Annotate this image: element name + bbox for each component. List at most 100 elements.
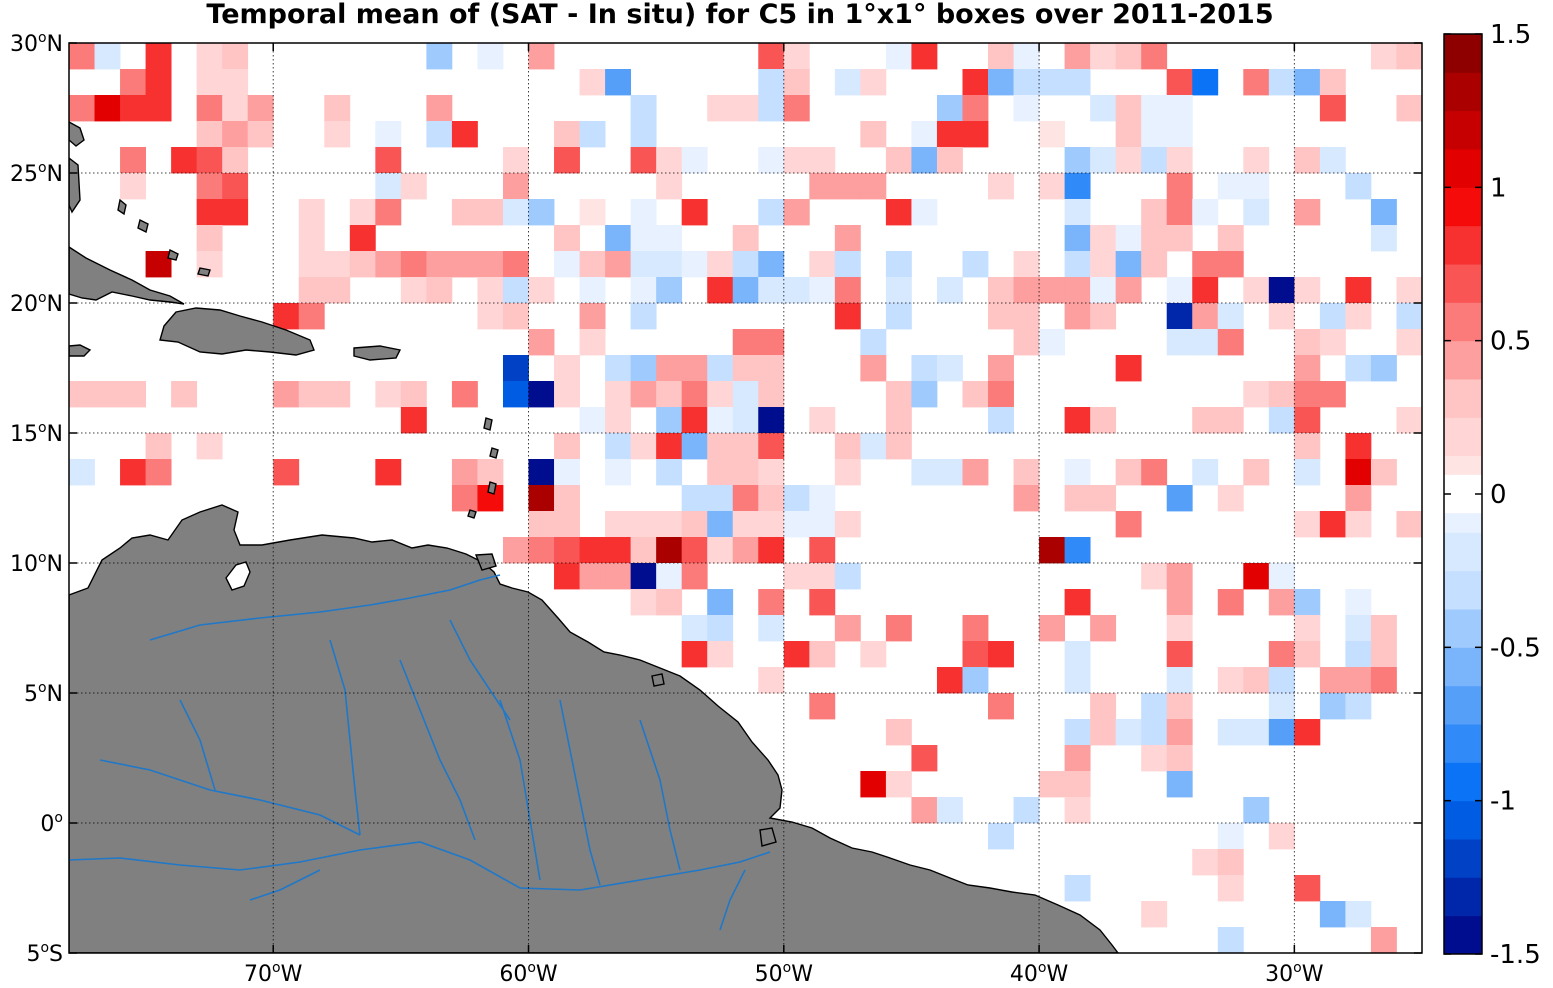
colorbar-segment <box>1444 340 1482 380</box>
rivers <box>69 574 771 931</box>
data-cell <box>656 537 683 564</box>
data-cell <box>885 433 912 460</box>
colorbar-segment <box>1444 647 1482 687</box>
data-cell <box>1090 251 1117 278</box>
x-tick-label: 50oW <box>755 960 814 984</box>
data-cell <box>1090 719 1117 746</box>
data-cell <box>1345 303 1372 330</box>
data-cell <box>605 69 632 96</box>
x-axis: 70oW 60oW 50oW 40oW 30oW <box>244 43 1324 987</box>
data-cell <box>477 303 504 330</box>
data-cell <box>834 173 861 200</box>
data-cell <box>375 199 402 226</box>
data-cell <box>834 433 861 460</box>
data-cell <box>1217 719 1244 746</box>
data-cell <box>477 43 504 70</box>
data-cell <box>1319 69 1346 96</box>
data-cell <box>451 121 478 148</box>
land-cuba <box>69 246 185 305</box>
data-cell <box>1141 147 1168 174</box>
data-cell <box>809 641 836 668</box>
y-tick-label: 20oN <box>10 290 63 317</box>
data-cell <box>426 277 453 304</box>
data-cell <box>1243 667 1270 694</box>
data-cell <box>1115 147 1142 174</box>
data-cell <box>605 563 632 590</box>
data-cell <box>783 511 810 538</box>
data-cell <box>834 563 861 590</box>
data-cell <box>1268 407 1295 434</box>
data-cell <box>1294 875 1321 902</box>
data-cell <box>196 147 223 174</box>
data-cell <box>120 69 146 96</box>
data-cell <box>222 69 249 96</box>
data-cell <box>707 589 734 616</box>
data-cell <box>1013 329 1040 356</box>
data-cell <box>1345 277 1372 304</box>
data-cell <box>1345 433 1372 460</box>
data-cell <box>1064 147 1091 174</box>
lake-maracaibo <box>225 561 251 591</box>
data-cell <box>1294 407 1321 434</box>
data-cell <box>196 69 223 96</box>
data-cell <box>1166 95 1193 122</box>
data-cell <box>1396 277 1422 304</box>
data-cell <box>630 511 657 538</box>
data-cell <box>605 381 632 408</box>
data-cell <box>1217 173 1244 200</box>
data-cell <box>732 433 759 460</box>
data-cell <box>707 407 734 434</box>
data-cell <box>400 173 427 200</box>
data-cell <box>656 563 683 590</box>
data-cell <box>1294 277 1321 304</box>
data-cell <box>298 303 325 330</box>
data-cell <box>1064 303 1091 330</box>
data-cell <box>1064 745 1091 772</box>
data-cell <box>349 251 376 278</box>
data-cell <box>732 381 759 408</box>
data-cell <box>1141 745 1168 772</box>
data-cell <box>1013 69 1040 96</box>
data-cell <box>1268 823 1295 850</box>
data-cell <box>196 43 223 70</box>
data-cell <box>911 797 938 824</box>
colorbar-tick-label: -1 <box>1490 787 1516 817</box>
data-cell <box>1192 277 1219 304</box>
data-cell <box>145 251 172 278</box>
data-cell <box>1319 147 1346 174</box>
data-cell <box>681 641 708 668</box>
data-cell <box>681 407 708 434</box>
land-jamaica <box>69 344 92 357</box>
data-cell <box>809 251 836 278</box>
data-cell <box>1115 277 1142 304</box>
data-cell <box>783 95 810 122</box>
data-cell <box>656 173 683 200</box>
data-cell <box>962 95 989 122</box>
colorbar: 1.5 1 0.5 0 -0.5 -1 -1.5 <box>1443 20 1541 970</box>
data-cell <box>1294 355 1321 382</box>
data-cell <box>605 251 632 278</box>
data-cell <box>1319 901 1346 928</box>
data-cell <box>1192 199 1219 226</box>
data-cell <box>400 381 427 408</box>
data-cell <box>1319 381 1346 408</box>
data-cell <box>885 719 912 746</box>
data-cell <box>1141 95 1168 122</box>
data-cell <box>988 303 1014 330</box>
data-cell <box>681 251 708 278</box>
data-cell <box>1370 667 1397 694</box>
data-cell <box>1039 277 1066 304</box>
data-cell <box>1243 563 1270 590</box>
data-cell <box>400 251 427 278</box>
data-cell <box>298 225 325 252</box>
data-cell <box>1090 277 1117 304</box>
data-cell <box>1294 147 1321 174</box>
data-cell <box>145 43 172 70</box>
data-cell <box>860 173 887 200</box>
data-cell <box>1268 693 1295 720</box>
data-cell <box>1370 927 1397 953</box>
chart-title: Temporal mean of (SAT - In situ) for C5 … <box>206 0 1274 30</box>
data-cell <box>758 251 785 278</box>
colorbar-segment <box>1444 877 1482 917</box>
data-cell <box>1166 485 1193 512</box>
